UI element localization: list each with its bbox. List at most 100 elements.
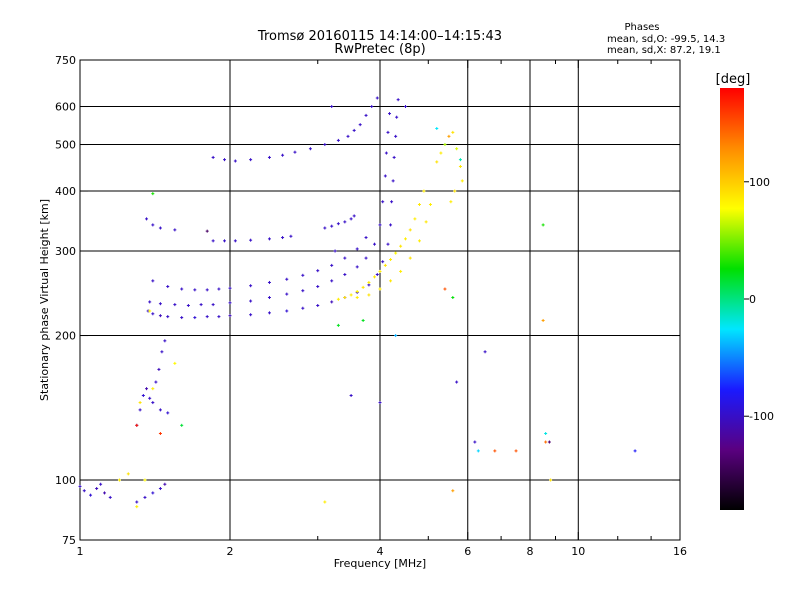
- data-point: [541, 223, 545, 227]
- data-point: [364, 236, 368, 240]
- data-point: [408, 228, 412, 232]
- data-point: [336, 323, 340, 327]
- data-point: [439, 151, 443, 155]
- data-point: [330, 263, 334, 267]
- data-point: [323, 226, 327, 230]
- data-point: [293, 150, 297, 154]
- chart-title-line2: RwPretec (8p): [334, 42, 425, 57]
- data-point: [349, 217, 353, 221]
- data-point: [343, 220, 347, 224]
- y-tick-label: 400: [55, 185, 76, 198]
- data-point: [180, 287, 184, 291]
- data-point: [267, 311, 271, 315]
- data-point: [166, 411, 170, 415]
- data-point: [394, 134, 398, 138]
- data-point: [148, 309, 152, 313]
- data-point: [154, 380, 158, 384]
- data-point: [117, 478, 121, 482]
- data-point: [228, 301, 232, 305]
- data-point: [417, 239, 421, 243]
- phases-o-line: mean, sd,O: -99.5, 14.3: [607, 34, 725, 45]
- data-point: [301, 306, 305, 310]
- data-point: [211, 303, 215, 307]
- colorbar-tick-label: -100: [749, 410, 774, 423]
- x-tick-label: 1: [77, 545, 84, 558]
- data-point: [476, 449, 480, 453]
- data-point: [547, 440, 551, 444]
- data-point: [217, 315, 221, 319]
- data-point: [514, 449, 518, 453]
- data-point: [390, 200, 394, 204]
- data-point: [249, 313, 253, 317]
- data-point: [375, 96, 379, 100]
- data-point: [364, 256, 368, 260]
- data-point: [403, 237, 407, 241]
- phases-heading: Phases: [624, 22, 659, 33]
- data-point: [267, 155, 271, 159]
- data-point: [173, 361, 177, 365]
- grid-lines: [80, 60, 680, 540]
- data-point: [381, 260, 385, 264]
- data-point: [383, 263, 387, 267]
- data-point: [135, 505, 139, 509]
- data-point: [180, 423, 184, 427]
- data-point: [143, 478, 147, 482]
- data-point: [148, 396, 152, 400]
- data-points: [78, 96, 637, 509]
- data-point: [330, 224, 334, 228]
- data-point: [217, 287, 221, 291]
- data-point: [228, 314, 232, 318]
- data-point: [157, 367, 161, 371]
- data-point: [138, 408, 142, 412]
- data-point: [343, 273, 347, 277]
- data-point: [205, 315, 209, 319]
- data-point: [447, 134, 451, 138]
- data-point: [267, 296, 271, 300]
- data-point: [435, 160, 439, 164]
- x-tick-label: 16: [673, 545, 687, 558]
- data-point: [408, 256, 412, 260]
- y-axis-label: Stationary phase Virtual Height [km]: [38, 199, 51, 401]
- data-point: [424, 220, 428, 224]
- data-point: [158, 226, 162, 230]
- data-point: [285, 277, 289, 281]
- data-point: [451, 130, 455, 134]
- data-point: [228, 286, 232, 290]
- data-point: [361, 285, 365, 289]
- data-point: [173, 228, 177, 232]
- data-point: [389, 279, 393, 283]
- data-point: [173, 303, 177, 307]
- data-point: [166, 285, 170, 289]
- data-point: [378, 401, 382, 405]
- data-point: [349, 394, 353, 398]
- data-point: [151, 223, 155, 227]
- data-point: [373, 275, 377, 279]
- data-point: [333, 249, 337, 253]
- data-point: [151, 491, 155, 495]
- data-point: [285, 309, 289, 313]
- data-point: [413, 217, 417, 221]
- data-point: [249, 284, 253, 288]
- y-tick-label: 300: [55, 245, 76, 258]
- data-point: [458, 158, 462, 162]
- data-point: [451, 489, 455, 493]
- data-point: [386, 242, 390, 246]
- data-point: [199, 303, 203, 307]
- axis-ticks: [79, 59, 681, 541]
- data-point: [151, 312, 155, 316]
- data-point: [453, 189, 457, 193]
- data-point: [158, 314, 162, 318]
- data-point: [633, 449, 637, 453]
- data-point: [391, 179, 395, 183]
- data-point: [443, 143, 447, 147]
- data-point: [158, 432, 162, 436]
- x-tick-label: 4: [377, 545, 384, 558]
- data-point: [151, 387, 155, 391]
- data-point: [89, 493, 93, 497]
- data-point: [205, 229, 209, 233]
- data-point: [249, 238, 253, 242]
- data-point: [352, 214, 356, 218]
- data-point: [223, 239, 227, 243]
- data-point: [193, 288, 197, 292]
- data-point: [126, 472, 130, 476]
